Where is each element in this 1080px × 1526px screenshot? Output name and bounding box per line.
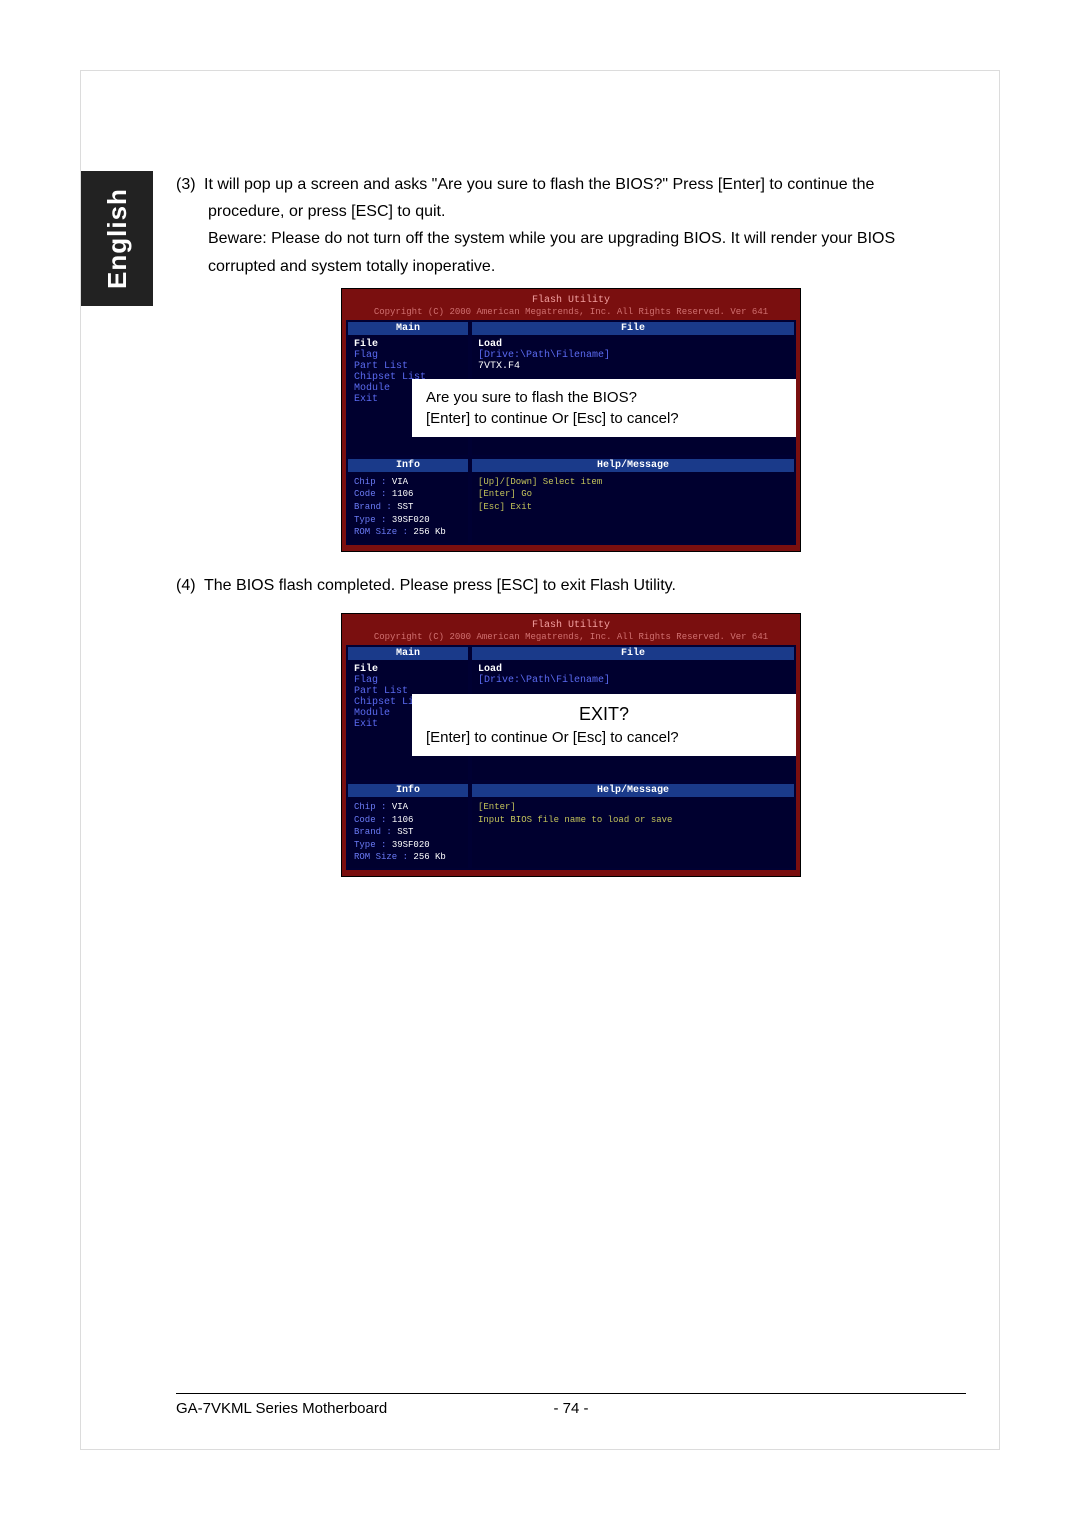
bios-title-2: Flash Utility [346,618,796,632]
help1-l1: [Up]/[Down] Select item [478,476,788,489]
info-panel: Chip : VIA Code : 1106 Brand : SST Type … [348,472,468,543]
bios-info-row: Chip : VIA Code : 1106 Brand : SST Type … [348,472,794,543]
confirm-dialog-1: Are you sure to flash the BIOS? [Enter] … [412,379,796,437]
bios-info-row-2: Chip : VIA Code : 1106 Brand : SST Type … [348,797,794,868]
file-value: 7VTX.F4 [478,361,788,372]
info-panel-2: Chip : VIA Code : 1106 Brand : SST Type … [348,797,468,868]
file-drive: [Drive:\Path\Filename] [478,350,788,361]
help-header: Help/Message [472,459,794,472]
info-code: Code : 1106 [354,488,462,501]
bios-body: Main File File Flag Part List Chipset Li… [346,320,796,545]
file-header: File [472,322,794,335]
bios-info-header-row-2: Info Help/Message [348,784,794,797]
info-header: Info [348,459,468,472]
info-rom: ROM Size : 256 Kb [354,526,462,539]
help-panel-2: [Enter] Input BIOS file name to load or … [472,797,794,868]
info-code-2: Code : 1106 [354,814,462,827]
bios-screenshot-2: Flash Utility Copyright (C) 2000 America… [341,613,801,877]
menu-part: Part List [354,361,462,372]
bios-header-row: Main File [348,322,794,335]
help-header-2: Help/Message [472,784,794,797]
main-header: Main [348,322,468,335]
info-brand: Brand : SST [354,501,462,514]
file-panel-2: Load [Drive:\Path\Filename] EXIT? [Enter… [472,660,794,780]
step3-num: (3) [176,171,204,198]
file-panel: Load [Drive:\Path\Filename] 7VTX.F4 Are … [472,335,794,455]
dialog2-l1: EXIT? [426,704,782,725]
language-label: English [102,188,133,289]
file-drive-2: [Drive:\Path\Filename] [478,675,788,686]
footer-right [611,1400,966,1417]
info-brand-2: Brand : SST [354,826,462,839]
language-tab: English [81,171,153,306]
step3-line2: procedure, or press [ESC] to quit. [176,198,966,225]
info-type: Type : 39SF020 [354,514,462,527]
dialog1-l1: Are you sure to flash the BIOS? [426,389,782,406]
step3-line4: corrupted and system totally inoperative… [176,253,966,280]
footer-left: GA-7VKML Series Motherboard [176,1400,531,1417]
help-panel: [Up]/[Down] Select item [Enter] Go [Esc]… [472,472,794,543]
bios-copyright: Copyright (C) 2000 American Megatrends, … [346,307,796,320]
bios-main-row: File Flag Part List Chipset List Module … [348,335,794,455]
help2-l1: [Enter] [478,801,788,814]
info-chip-2: Chip : VIA [354,801,462,814]
file-load-2: Load [478,664,788,675]
step3-line3: Beware: Please do not turn off the syste… [176,225,966,252]
bios-main-row-2: File Flag Part List Chipset List Module … [348,660,794,780]
bios-header-row-2: Main File [348,647,794,660]
menu-file: File [354,339,462,350]
footer-page-num: - 74 - [531,1400,611,1417]
info-rom-2: ROM Size : 256 Kb [354,851,462,864]
menu-flag-2: Flag [354,675,462,686]
help1-l2: [Enter] Go [478,488,788,501]
help2-l2: Input BIOS file name to load or save [478,814,788,827]
main-header-2: Main [348,647,468,660]
bios-title: Flash Utility [346,293,796,307]
page-footer: GA-7VKML Series Motherboard - 74 - [176,1393,966,1417]
info-header-2: Info [348,784,468,797]
bios-copyright-2: Copyright (C) 2000 American Megatrends, … [346,632,796,645]
step3-line1: (3)It will pop up a screen and asks "Are… [176,171,966,198]
confirm-dialog-2: EXIT? [Enter] to continue Or [Esc] to ca… [412,694,796,756]
file-header-2: File [472,647,794,660]
step4-line1: (4)The BIOS flash completed. Please pres… [176,572,966,599]
bios-info-header-row: Info Help/Message [348,459,794,472]
step4-num: (4) [176,572,204,599]
dialog2-l2: [Enter] to continue Or [Esc] to cancel? [426,729,782,746]
bios-screenshot-1: Flash Utility Copyright (C) 2000 America… [341,288,801,552]
info-chip: Chip : VIA [354,476,462,489]
file-load: Load [478,339,788,350]
menu-flag: Flag [354,350,462,361]
content-body: (3)It will pop up a screen and asks "Are… [176,171,966,877]
menu-file-2: File [354,664,462,675]
bios-body-2: Main File File Flag Part List Chipset Li… [346,645,796,870]
help1-l3: [Esc] Exit [478,501,788,514]
info-type-2: Type : 39SF020 [354,839,462,852]
dialog1-l2: [Enter] to continue Or [Esc] to cancel? [426,410,782,427]
page-frame: English (3)It will pop up a screen and a… [80,70,1000,1450]
